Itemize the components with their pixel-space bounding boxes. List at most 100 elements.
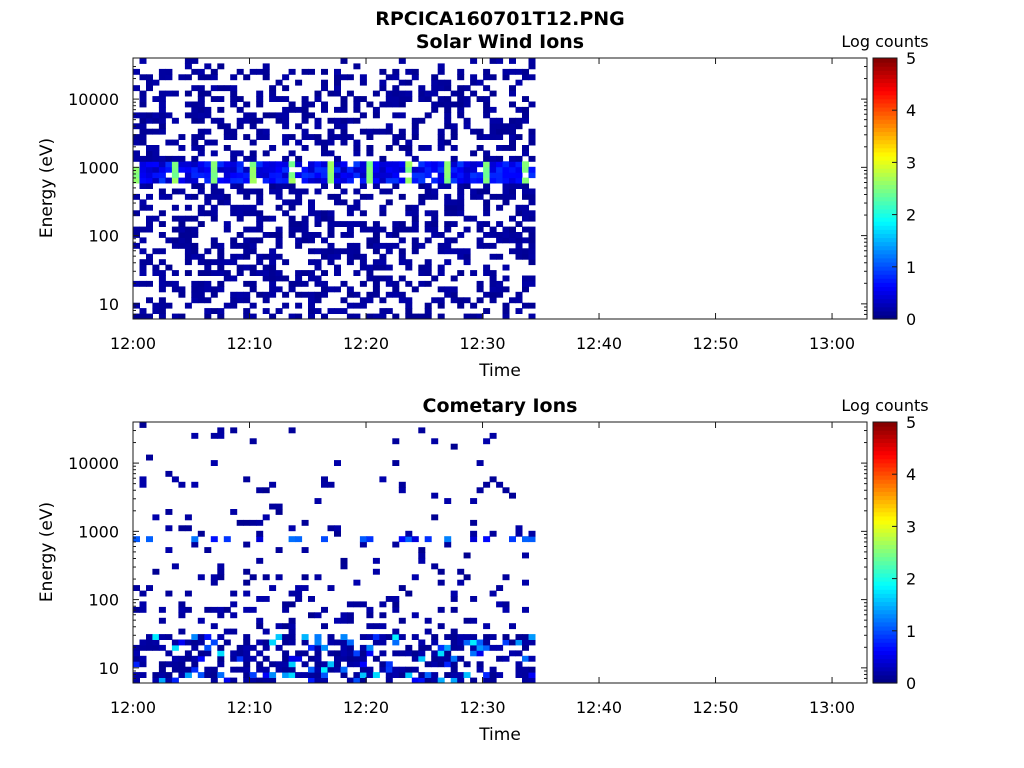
- spectrogram-cell: [346, 210, 354, 217]
- spectrogram-cell: [321, 606, 328, 613]
- spectrogram-cell: [528, 58, 536, 64]
- spectrogram-cell: [184, 226, 192, 233]
- spectrogram-cell: [437, 68, 445, 75]
- spectrogram-cell: [146, 204, 153, 211]
- spectrogram-cell: [204, 172, 212, 179]
- spectrogram-cell: [217, 177, 225, 184]
- spectrogram-cell: [327, 215, 335, 222]
- spectrogram-cell: [321, 183, 328, 189]
- spectrogram-cell: [165, 302, 173, 309]
- spectrogram-cell: [353, 601, 361, 608]
- spectrogram-cell: [243, 308, 251, 314]
- spectrogram-cell: [249, 117, 257, 124]
- spectrogram-cell: [353, 291, 361, 298]
- spectrogram-cell: [204, 199, 212, 206]
- spectrogram-cell: [334, 221, 341, 227]
- spectrogram-cell: [178, 134, 186, 140]
- spectrogram-cell: [372, 655, 380, 662]
- spectrogram-cell: [288, 106, 296, 113]
- spectrogram-cell: [171, 644, 179, 651]
- spectrogram-cell: [379, 128, 387, 135]
- spectrogram-cell: [327, 166, 335, 173]
- spectrogram-cell: [204, 666, 212, 673]
- spectrogram-cell: [210, 117, 218, 124]
- spectrogram-cell: [327, 172, 335, 179]
- spectrogram-cell: [249, 606, 257, 613]
- spectrogram-cell: [379, 623, 387, 630]
- colorbar-swatch: [873, 458, 897, 464]
- spectrogram-cell: [515, 650, 523, 657]
- spectrogram-cell: [210, 666, 218, 673]
- spectrogram-cell: [457, 579, 465, 586]
- colorbar-swatch: [873, 212, 897, 218]
- spectrogram-cell: [275, 623, 283, 630]
- spectrogram-cell: [334, 134, 341, 140]
- colorbar-swatch: [873, 597, 897, 603]
- spectrogram-cell: [418, 117, 426, 124]
- spectrogram-cell: [502, 574, 510, 581]
- x-tick-label: 12:50: [692, 334, 738, 353]
- spectrogram-cell: [165, 166, 173, 173]
- spectrogram-cell: [437, 145, 445, 151]
- spectrogram-cell: [314, 498, 322, 504]
- spectrogram-cell: [483, 536, 491, 543]
- spectrogram-cell: [295, 280, 303, 287]
- spectrogram-cell: [178, 188, 186, 195]
- spectrogram-cell: [184, 514, 192, 521]
- spectrogram-cell: [256, 166, 264, 173]
- spectrogram-cell: [372, 161, 380, 168]
- spectrogram-cell: [359, 96, 367, 102]
- spectrogram-cell: [165, 139, 173, 146]
- spectrogram-cell: [191, 106, 199, 113]
- spectrogram-cell: [243, 172, 251, 179]
- spectrogram-cell: [463, 639, 471, 646]
- spectrogram-cell: [249, 280, 257, 287]
- spectrogram-cell: [372, 291, 380, 298]
- spectrogram-cell: [217, 85, 225, 92]
- spectrogram-cell: [418, 172, 426, 179]
- spectrogram-cell: [528, 302, 536, 309]
- spectrogram-cell: [392, 280, 400, 287]
- spectrogram-cell: [450, 275, 458, 282]
- spectrogram-cell: [457, 101, 465, 108]
- spectrogram-cell: [165, 112, 173, 119]
- spectrogram-cell: [152, 672, 160, 678]
- spectrogram-cell: [301, 270, 309, 276]
- spectrogram-cell: [223, 677, 231, 684]
- spectrogram-cell: [139, 204, 147, 211]
- spectrogram-cell: [502, 172, 510, 179]
- spectrogram-cell: [444, 291, 452, 298]
- spectrogram-cell: [314, 677, 322, 684]
- spectrogram-cell: [528, 74, 536, 81]
- spectrogram-cell: [528, 242, 536, 249]
- spectrogram-cell: [184, 63, 192, 70]
- spectrogram-cell: [450, 443, 458, 450]
- spectrogram-cell: [314, 666, 322, 673]
- spectrogram-cell: [405, 259, 413, 266]
- spectrogram-cell: [476, 172, 484, 179]
- spectrogram-cell: [418, 264, 426, 271]
- spectrogram-cell: [411, 666, 419, 673]
- spectrogram-cell: [152, 514, 160, 521]
- spectrogram-cell: [522, 68, 529, 75]
- spectrogram-cell: [327, 481, 335, 488]
- spectrogram-cell: [288, 313, 296, 320]
- spectrogram-cell: [230, 210, 238, 217]
- spectrogram-cell: [191, 215, 199, 222]
- spectrogram-cell: [158, 275, 166, 282]
- panel-title: Cometary Ions: [423, 395, 578, 417]
- spectrogram-cell: [269, 677, 277, 684]
- spectrogram-cell: [327, 639, 335, 646]
- colorbar-swatch: [873, 131, 897, 137]
- spectrogram-cell: [437, 568, 445, 575]
- spectrogram-cell: [437, 270, 445, 276]
- spectrogram-cell: [295, 79, 303, 86]
- spectrogram-cell: [139, 101, 147, 108]
- spectrogram-cell: [139, 226, 147, 233]
- spectrogram-cell: [308, 313, 315, 320]
- spectrogram-cell: [502, 237, 510, 244]
- spectrogram-cell: [308, 655, 315, 662]
- spectrogram-cell: [158, 248, 166, 255]
- spectrogram-cell: [463, 226, 471, 233]
- spectrogram-cell: [502, 193, 510, 200]
